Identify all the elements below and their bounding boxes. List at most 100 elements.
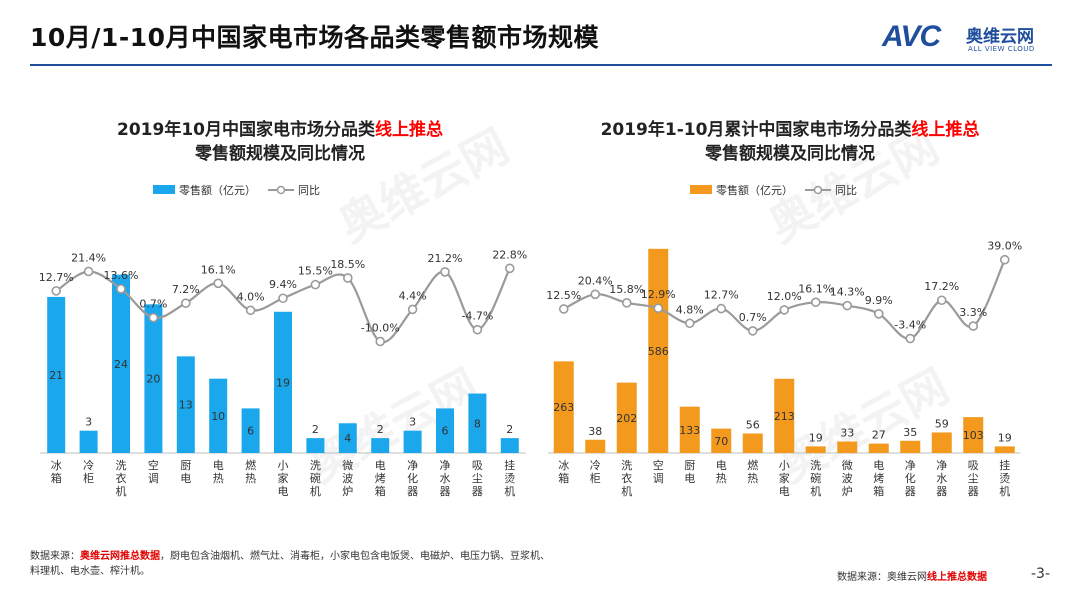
- left-bar-label-9: 2: [312, 423, 319, 436]
- left-bar-label-8: 19: [276, 376, 290, 389]
- right-category-label-9: 洗碗机: [810, 459, 821, 498]
- right-legend-bar-label: 零售额（亿元）: [716, 183, 793, 197]
- left-bar-11: [371, 438, 390, 453]
- right-yoy-label-3: 15.8%: [609, 283, 644, 296]
- right-yoy-point-14: [968, 321, 979, 331]
- left-yoy-label-15: 22.8%: [492, 248, 527, 261]
- footnote-source: 奥维云网推总数据: [80, 551, 160, 562]
- right-yoy-label-12: -3.4%: [894, 319, 926, 332]
- left-category-label-10: 微波炉: [342, 458, 353, 498]
- right-yoy-point-1: [558, 304, 569, 314]
- right-yoy-point-15: [999, 254, 1010, 265]
- left-bar-label-4: 20: [146, 373, 160, 386]
- right-chart-title-highlight: 线上推总: [911, 120, 980, 140]
- left-yoy-label-1: 12.7%: [39, 271, 74, 284]
- left-category-label-12: 净化器: [407, 458, 418, 498]
- right-bar-12: [900, 440, 921, 453]
- left-category-label-15: 挂烫机: [504, 458, 515, 498]
- left-category-label-7: 燃热: [245, 458, 256, 485]
- right-category-label-13: 净水器: [936, 458, 947, 498]
- right-yoy-label-2: 20.4%: [578, 274, 613, 287]
- right-bar-label-7: 56: [746, 418, 760, 431]
- right-bar-7: [742, 433, 763, 453]
- left-yoy-label-10: 18.5%: [330, 258, 365, 271]
- left-category-label-8: 小家电: [278, 459, 289, 498]
- right-bar-label-8: 213: [774, 410, 795, 423]
- left-yoy-label-13: 21.2%: [428, 252, 463, 265]
- left-yoy-label-14: -4.7%: [461, 310, 493, 323]
- right-bar-3: [616, 382, 637, 453]
- left-bar-label-14: 8: [474, 417, 481, 430]
- left-category-label-11: 电烤箱: [375, 459, 386, 498]
- right-yoy-label-10: 14.3%: [830, 286, 865, 299]
- right-yoy-point-2: [590, 289, 601, 300]
- right-legend-bar-swatch: [690, 185, 712, 194]
- right-category-label-12: 净化器: [905, 458, 916, 498]
- right-chart-title: 2019年1-10月累计中国家电市场分品类线上推总 零售额规模及同比情况: [540, 118, 1040, 166]
- right-category-label-10: 微波炉: [842, 458, 853, 498]
- left-bar-6: [209, 378, 228, 453]
- left-category-label-9: 洗碗机: [310, 459, 321, 498]
- left-bar-12: [403, 430, 422, 453]
- right-bar-8: [774, 378, 795, 453]
- left-bar-label-15: 2: [506, 423, 513, 436]
- right-yoy-label-4: 12.9%: [641, 288, 676, 301]
- right-yoy-point-13: [936, 295, 947, 306]
- right-bar-label-4: 586: [648, 345, 669, 358]
- right-bar-15: [994, 446, 1015, 453]
- left-bar-label-2: 3: [85, 416, 92, 429]
- left-yoy-label-4: 0.7%: [139, 298, 167, 311]
- footnote: 数据来源：奥维云网推总数据，厨电包含油烟机、燃气灶、消毒柜，小家电包含电饭煲、电…: [30, 549, 550, 579]
- right-bar-5: [679, 406, 700, 453]
- left-yoy-label-8: 9.4%: [269, 278, 297, 291]
- left-yoy-point-9: [310, 279, 321, 290]
- left-bar-label-10: 4: [344, 432, 351, 445]
- right-category-label-14: 吸尘器: [968, 459, 979, 498]
- left-chart-title: 2019年10月中国家电市场分品类线上推总 零售额规模及同比情况: [40, 118, 520, 166]
- left-yoy-point-8: [278, 293, 288, 304]
- left-yoy-label-3: 13.6%: [104, 269, 139, 282]
- right-yoy-label-5: 4.8%: [676, 303, 704, 316]
- right-source-prefix: 数据来源：奥维云网: [837, 572, 927, 583]
- right-bar-1: [553, 361, 574, 453]
- right-bar-label-10: 33: [840, 427, 854, 440]
- page-number: -3-: [1030, 566, 1050, 582]
- left-bar-label-5: 13: [179, 399, 193, 412]
- right-yoy-label-15: 39.0%: [987, 240, 1022, 253]
- left-yoy-label-9: 15.5%: [298, 265, 333, 278]
- right-bar-2: [585, 439, 606, 453]
- right-yoy-point-8: [779, 305, 790, 315]
- right-bar-13: [931, 432, 952, 453]
- right-yoy-point-11: [873, 309, 884, 319]
- left-yoy-label-12: 4.4%: [399, 289, 427, 302]
- left-legend-bar-swatch: [153, 185, 175, 194]
- right-bar-label-6: 70: [714, 435, 728, 448]
- left-yoy-point-13: [440, 267, 450, 277]
- right-yoy-point-6: [716, 303, 727, 314]
- right-bar-label-9: 19: [809, 431, 823, 444]
- right-data-source: 数据来源：奥维云网线上推总数据: [837, 568, 987, 583]
- right-chart-group: 零售额（亿元） 同比 263 38 202 586 133 70 56 213 19 33 27 35 59…: [546, 183, 1022, 498]
- right-bar-label-15: 19: [998, 431, 1012, 444]
- left-yoy-point-14: [472, 324, 483, 335]
- right-yoy-point-5: [684, 318, 695, 329]
- right-yoy-label-14: 3.3%: [959, 306, 987, 319]
- left-legend-line-marker: [276, 185, 286, 195]
- avc-logo: AVC 奥维云网 ALL VIEW CLOUD: [882, 20, 1052, 60]
- right-bar-11: [868, 443, 889, 453]
- left-yoy-point-2: [83, 266, 94, 277]
- logo-chinese-name: 奥维云网: [966, 27, 1034, 47]
- right-bar-label-5: 133: [679, 424, 700, 437]
- right-yoy-point-10: [842, 300, 853, 311]
- logo-letters: AVC: [882, 20, 941, 53]
- right-yoy-point-12: [905, 333, 916, 344]
- right-yoy-label-8: 12.0%: [767, 290, 802, 303]
- right-bar-4: [648, 248, 669, 453]
- left-category-label-1: 冰箱: [51, 459, 62, 485]
- left-bar-10: [338, 423, 357, 453]
- left-bar-15: [500, 438, 519, 453]
- right-bar-label-11: 27: [872, 429, 886, 442]
- right-yoy-point-9: [810, 297, 821, 308]
- left-category-label-5: 厨电: [180, 459, 191, 485]
